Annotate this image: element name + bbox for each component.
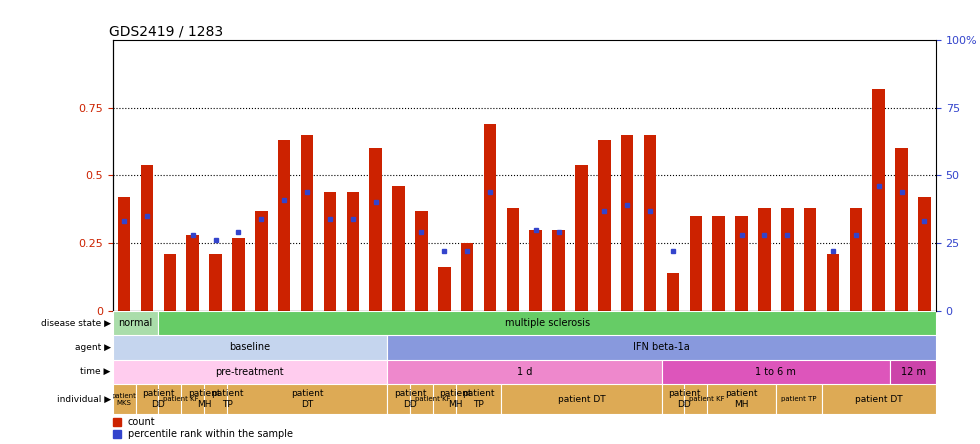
Bar <box>502 384 662 414</box>
Bar <box>387 335 936 360</box>
Bar <box>416 210 427 311</box>
Bar <box>113 335 387 360</box>
Bar <box>113 311 159 335</box>
Bar <box>484 124 496 311</box>
Bar <box>181 384 227 414</box>
Text: patient TP: patient TP <box>781 396 816 402</box>
Text: patient KF: patient KF <box>689 396 725 402</box>
Text: normal: normal <box>119 318 153 328</box>
Bar <box>113 384 135 414</box>
Text: IFN beta-1a: IFN beta-1a <box>633 342 690 353</box>
Bar <box>684 384 730 414</box>
Text: patient KF: patient KF <box>164 396 199 402</box>
Bar <box>387 360 662 384</box>
Text: 1 to 6 m: 1 to 6 m <box>756 367 797 377</box>
Text: patient
TP: patient TP <box>211 389 243 409</box>
Text: patient
MH: patient MH <box>188 389 220 409</box>
Bar <box>323 192 336 311</box>
Text: patient
DT: patient DT <box>291 389 323 409</box>
Bar <box>666 273 679 311</box>
Text: patient
MH: patient MH <box>725 389 758 409</box>
Bar <box>662 360 890 384</box>
Text: patient
DD: patient DD <box>394 389 426 409</box>
Bar <box>278 140 290 311</box>
Text: pre-treatment: pre-treatment <box>216 367 284 377</box>
Bar <box>621 135 633 311</box>
Text: GDS2419 / 1283: GDS2419 / 1283 <box>109 25 222 39</box>
Bar <box>433 384 478 414</box>
Text: disease state ▶: disease state ▶ <box>41 318 111 328</box>
Bar <box>821 384 936 414</box>
Bar <box>827 254 839 311</box>
Bar <box>708 384 776 414</box>
Bar <box>461 243 473 311</box>
Bar <box>575 165 588 311</box>
Bar <box>369 148 382 311</box>
Text: patient DT: patient DT <box>558 395 606 404</box>
Bar <box>210 254 221 311</box>
Text: patient
MKS: patient MKS <box>112 392 136 406</box>
Bar <box>255 210 268 311</box>
Text: baseline: baseline <box>229 342 270 353</box>
Text: agent ▶: agent ▶ <box>74 343 111 352</box>
Bar <box>347 192 359 311</box>
Bar <box>644 135 657 311</box>
Text: 1 d: 1 d <box>516 367 532 377</box>
Text: multiple sclerosis: multiple sclerosis <box>505 318 590 328</box>
Bar <box>392 186 405 311</box>
Bar <box>804 208 816 311</box>
Bar <box>227 384 387 414</box>
Bar <box>410 384 456 414</box>
Bar <box>186 235 199 311</box>
Text: patient
TP: patient TP <box>463 389 495 409</box>
Bar <box>232 238 245 311</box>
Bar <box>759 208 770 311</box>
Bar <box>438 267 451 311</box>
Text: percentile rank within the sample: percentile rank within the sample <box>127 429 292 439</box>
Bar <box>896 148 907 311</box>
Bar <box>918 197 931 311</box>
Bar <box>387 384 433 414</box>
Text: patient
DD: patient DD <box>668 389 701 409</box>
Text: patient
DD: patient DD <box>142 389 174 409</box>
Text: patient KF: patient KF <box>415 396 451 402</box>
Bar <box>598 140 611 311</box>
Bar <box>159 384 204 414</box>
Bar <box>735 216 748 311</box>
Bar <box>118 197 130 311</box>
Bar <box>553 230 564 311</box>
Bar <box>776 384 821 414</box>
Bar <box>204 384 250 414</box>
Text: individual ▶: individual ▶ <box>57 395 111 404</box>
Bar <box>690 216 702 311</box>
Bar <box>141 165 153 311</box>
Bar <box>662 384 708 414</box>
Bar <box>529 230 542 311</box>
Bar <box>872 89 885 311</box>
Text: patient DT: patient DT <box>855 395 903 404</box>
Bar <box>135 384 181 414</box>
Bar <box>712 216 725 311</box>
Bar <box>301 135 314 311</box>
Text: patient
MH: patient MH <box>439 389 472 409</box>
Bar <box>164 254 176 311</box>
Bar <box>507 208 519 311</box>
Bar <box>113 360 387 384</box>
Bar <box>850 208 862 311</box>
Text: 12 m: 12 m <box>901 367 925 377</box>
Text: count: count <box>127 416 155 427</box>
Bar <box>890 360 936 384</box>
Bar <box>456 384 502 414</box>
Bar <box>781 208 794 311</box>
Text: time ▶: time ▶ <box>80 367 111 377</box>
